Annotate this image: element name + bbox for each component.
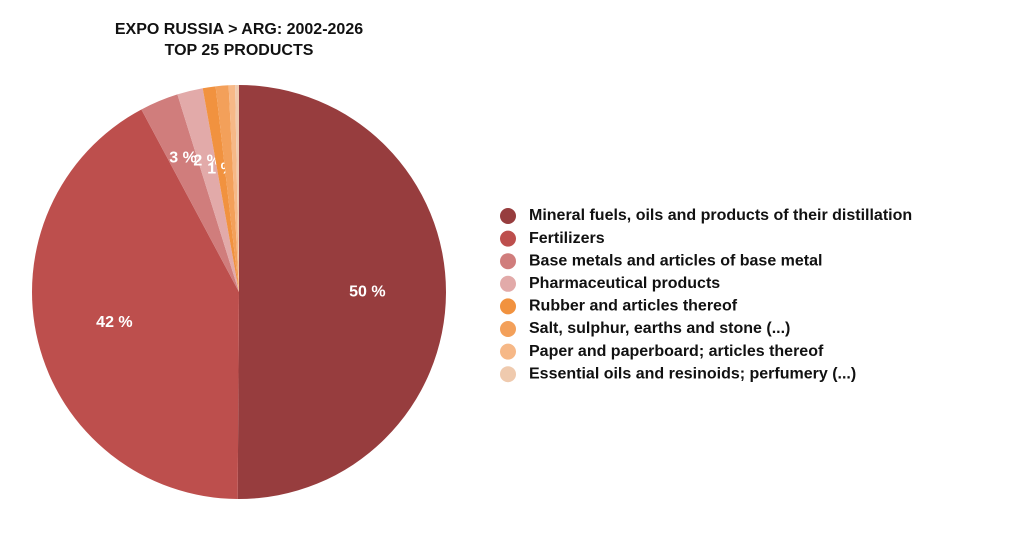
legend-swatch [500, 275, 516, 292]
pie-slice [235, 85, 239, 292]
slice-label: 50 % [349, 284, 385, 301]
slice-label: 42 % [96, 314, 132, 331]
slice-label: 3 % [169, 150, 197, 167]
legend-label: Fertilizers [529, 230, 605, 247]
pie-slice [228, 85, 239, 292]
legend-swatch [500, 230, 516, 247]
slice-label: 2 % [193, 153, 221, 170]
pie-slice [31, 109, 239, 499]
legend-swatch [500, 343, 516, 360]
pie-slice [202, 86, 239, 292]
pie-slice [141, 94, 239, 292]
legend-label: Rubber and articles thereof [529, 298, 738, 315]
chart-subtitle: TOP 25 PRODUCTS [165, 42, 314, 59]
legend-swatch [500, 321, 516, 337]
legend-label: Paper and paperboard; articles thereof [529, 343, 824, 360]
pie-slice [177, 88, 239, 292]
legend-label: Base metals and articles of base metal [529, 252, 822, 269]
legend-label: Essential oils and resinoids; perfumery … [529, 365, 856, 382]
legend-label: Salt, sulphur, earths and stone (...) [529, 320, 790, 337]
legend-label: Pharmaceutical products [529, 275, 720, 292]
pie-slice [215, 85, 239, 292]
legend-swatch [500, 366, 516, 383]
legend-swatch [500, 208, 516, 224]
legend-swatch [500, 253, 516, 270]
legend-swatch [500, 298, 516, 315]
legend-label: Mineral fuels, oils and products of thei… [529, 207, 912, 224]
pie-slice [237, 85, 446, 499]
chart-title: EXPO RUSSIA > ARG: 2002-2026 [115, 21, 363, 38]
